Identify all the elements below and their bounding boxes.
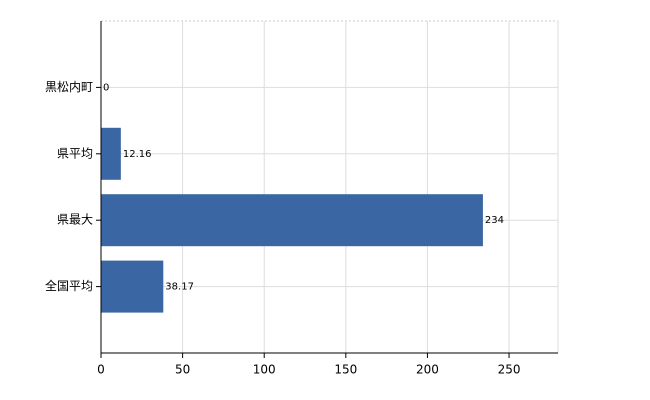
y-tick-label: 黒松内町: [45, 80, 93, 94]
bar: [101, 127, 121, 180]
x-tick-label: 0: [97, 363, 105, 377]
x-tick-label: 150: [334, 363, 357, 377]
x-tick-label: 200: [416, 363, 439, 377]
y-tick-label: 全国平均: [45, 278, 93, 293]
value-label: 234: [485, 215, 504, 226]
bar: [101, 260, 164, 313]
y-tick-label: 県平均: [57, 146, 93, 160]
value-label: 38.17: [165, 282, 194, 293]
x-tick-label: 50: [175, 363, 190, 377]
value-label: 12.16: [123, 149, 152, 160]
bar: [101, 194, 483, 247]
x-tick-label: 100: [253, 363, 276, 377]
y-tick-label: 県最大: [57, 213, 93, 227]
value-label: 0: [103, 82, 109, 93]
x-tick-label: 250: [498, 363, 521, 377]
